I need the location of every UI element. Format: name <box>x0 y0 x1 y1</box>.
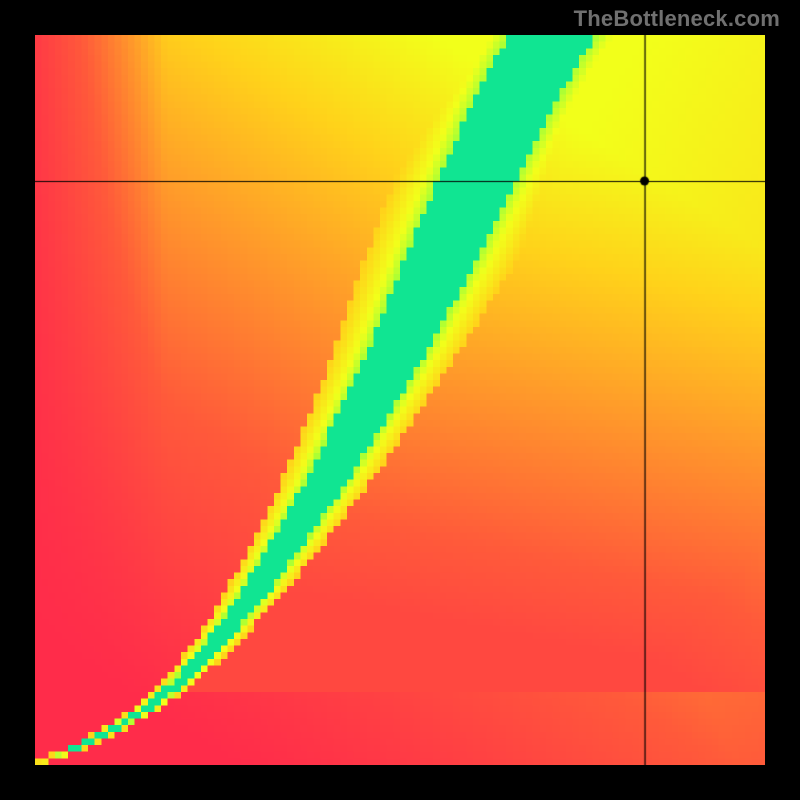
watermark-text: TheBottleneck.com <box>574 6 780 32</box>
crosshair-overlay <box>35 35 765 765</box>
chart-container: TheBottleneck.com <box>0 0 800 800</box>
